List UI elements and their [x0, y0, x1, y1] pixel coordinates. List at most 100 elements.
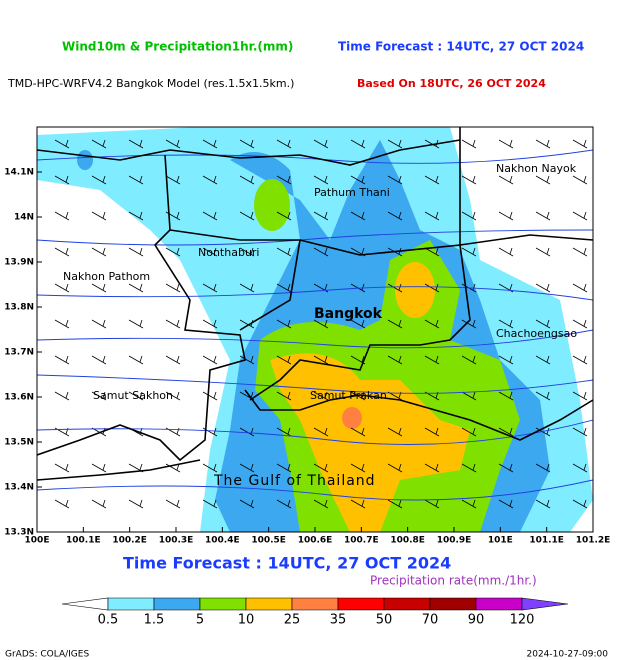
province-borders — [37, 127, 593, 481]
barb — [572, 355, 588, 365]
barb — [387, 319, 403, 329]
barb — [313, 211, 329, 221]
barb — [535, 355, 551, 365]
barb — [276, 319, 292, 329]
colorbar-segment — [245, 597, 293, 611]
barb — [202, 211, 218, 221]
barb — [461, 175, 477, 185]
barb — [54, 319, 70, 329]
barb — [239, 247, 255, 257]
precipitation-shading — [37, 127, 593, 532]
barb — [91, 391, 107, 401]
barb — [313, 427, 329, 437]
barb — [165, 139, 181, 149]
barb — [239, 463, 255, 473]
barb — [202, 391, 218, 401]
model-info: TMD-HPC-WRFV4.2 Bangkok Model (res.1.5x1… — [7, 77, 294, 90]
place-label: Samut Prakan — [310, 389, 387, 402]
barb — [424, 427, 440, 437]
barb — [572, 283, 588, 293]
barb — [424, 355, 440, 365]
barb — [128, 319, 144, 329]
title-left: Wind10m & Precipitation1hr.(mm) — [62, 40, 293, 54]
barb — [276, 463, 292, 473]
barb — [461, 211, 477, 221]
colorbar-segment — [107, 597, 155, 611]
wind-barbs — [54, 139, 588, 509]
barb — [91, 211, 107, 221]
barb — [313, 319, 329, 329]
barb — [535, 139, 551, 149]
barb — [202, 139, 218, 149]
lon-label: 100.8E — [390, 536, 425, 546]
barb — [424, 175, 440, 185]
colorbar-label: 10 — [238, 613, 255, 628]
barb — [128, 139, 144, 149]
colorbar-segment — [291, 597, 339, 611]
colorbar-label: 35 — [330, 613, 347, 628]
barb — [165, 247, 181, 257]
barb — [91, 175, 107, 185]
barb — [535, 499, 551, 509]
barb — [276, 247, 292, 257]
barb — [128, 499, 144, 509]
barb — [239, 355, 255, 365]
barb — [239, 283, 255, 293]
barb — [424, 499, 440, 509]
colorbar-title: Precipitation rate(mm./1hr.) — [370, 574, 537, 588]
barb — [276, 175, 292, 185]
barb — [461, 355, 477, 365]
lon-label: 101.2E — [576, 536, 611, 546]
lon-label: 100.5E — [251, 536, 286, 546]
barb — [350, 319, 366, 329]
barb — [128, 283, 144, 293]
barb — [535, 283, 551, 293]
lon-label: 100.4E — [205, 536, 240, 546]
barb — [461, 391, 477, 401]
colorbar-label: 90 — [468, 613, 485, 628]
lat-label: 13.3N — [4, 528, 34, 538]
lat-label: 13.7N — [4, 348, 34, 358]
barb — [498, 463, 514, 473]
barb — [572, 175, 588, 185]
barb — [276, 211, 292, 221]
barb — [387, 211, 403, 221]
barb — [535, 211, 551, 221]
barb — [498, 391, 514, 401]
barb — [313, 463, 329, 473]
barb — [276, 283, 292, 293]
barb — [313, 175, 329, 185]
barb — [572, 463, 588, 473]
barb — [498, 355, 514, 365]
barb — [350, 499, 366, 509]
colorbar-segment — [475, 597, 523, 611]
colorbar-segment — [199, 597, 247, 611]
barb — [535, 175, 551, 185]
barb — [128, 355, 144, 365]
barb — [535, 391, 551, 401]
colorbar-label: 0.5 — [98, 613, 119, 628]
barb — [535, 247, 551, 257]
barb — [498, 319, 514, 329]
timestamp: 2024-10-27-09:00 — [527, 650, 609, 660]
barb — [91, 463, 107, 473]
place-label: Bangkok — [314, 306, 383, 322]
colorbar-segment — [61, 597, 109, 611]
barb — [91, 499, 107, 509]
barb — [313, 499, 329, 509]
barb — [239, 499, 255, 509]
barb — [387, 427, 403, 437]
colorbar-segment — [429, 597, 477, 611]
barb — [498, 427, 514, 437]
barb — [276, 391, 292, 401]
barb — [165, 319, 181, 329]
barb — [202, 247, 218, 257]
lat-label: 14.1N — [4, 168, 34, 178]
lon-label: 100.9E — [437, 536, 472, 546]
lat-label: 13.4N — [4, 483, 34, 493]
barb — [535, 463, 551, 473]
barb — [128, 211, 144, 221]
barb — [572, 319, 588, 329]
barb — [165, 391, 181, 401]
lon-label: 100.6E — [298, 536, 333, 546]
